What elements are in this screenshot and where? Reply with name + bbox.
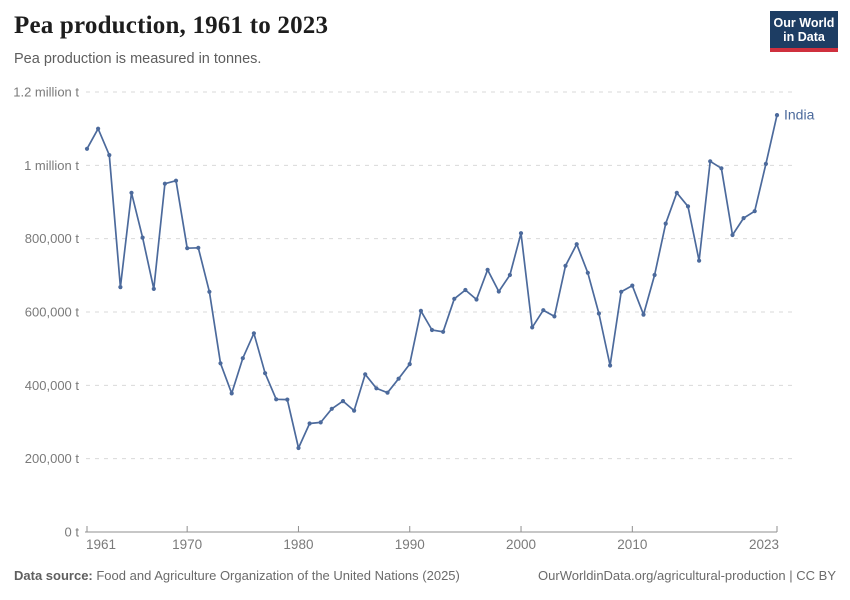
y-axis-label: 600,000 t (25, 305, 80, 320)
data-point[interactable] (251, 331, 256, 336)
data-point[interactable] (596, 311, 602, 316)
data-point[interactable] (84, 146, 90, 151)
data-point[interactable] (207, 289, 212, 294)
y-axis-label: 400,000 t (25, 378, 80, 393)
data-point[interactable] (162, 181, 167, 186)
owid-logo-line2: in Data (783, 30, 825, 44)
data-point[interactable] (96, 126, 101, 131)
data-point[interactable] (340, 399, 346, 404)
data-point[interactable] (452, 296, 457, 301)
data-point[interactable] (496, 289, 501, 294)
data-point[interactable] (619, 289, 624, 294)
data-point[interactable] (285, 397, 290, 402)
data-point[interactable] (630, 283, 635, 288)
data-point[interactable] (418, 308, 423, 313)
data-point[interactable] (407, 362, 412, 367)
data-point[interactable] (563, 263, 568, 268)
data-point[interactable] (585, 270, 590, 275)
data-point[interactable] (307, 421, 312, 426)
data-point[interactable] (118, 285, 123, 290)
data-point[interactable] (774, 113, 780, 118)
data-source: Data source: Food and Agriculture Organi… (14, 568, 460, 583)
chart-subtitle: Pea production is measured in tonnes. (14, 51, 262, 67)
data-point[interactable] (574, 242, 579, 247)
data-point[interactable] (552, 314, 557, 319)
data-point[interactable] (140, 235, 145, 240)
data-point[interactable] (185, 246, 190, 251)
data-point[interactable] (752, 209, 757, 214)
data-point[interactable] (719, 166, 724, 171)
data-point[interactable] (240, 356, 245, 361)
data-point[interactable] (652, 272, 657, 278)
data-point[interactable] (173, 178, 179, 183)
data-point[interactable] (107, 153, 112, 158)
data-point[interactable] (485, 267, 490, 272)
data-point[interactable] (463, 287, 468, 293)
data-point[interactable] (218, 361, 223, 366)
data-point[interactable] (474, 297, 479, 302)
data-point[interactable] (263, 371, 268, 376)
data-point[interactable] (329, 406, 334, 411)
data-point[interactable] (541, 308, 546, 313)
data-point[interactable] (530, 325, 535, 330)
data-point[interactable] (674, 190, 679, 195)
y-axis-label: 1.2 million t (13, 85, 79, 100)
data-point[interactable] (396, 376, 401, 381)
data-point[interactable] (352, 408, 357, 413)
footer-links[interactable]: OurWorldinData.org/agricultural-producti… (538, 568, 836, 583)
data-point[interactable] (318, 420, 323, 425)
data-point[interactable] (685, 204, 691, 209)
data-point[interactable] (641, 312, 646, 317)
footer-separator: | (785, 568, 797, 583)
data-point[interactable] (763, 161, 769, 166)
data-point[interactable] (730, 232, 735, 238)
data-point[interactable] (663, 221, 668, 226)
data-point[interactable] (385, 390, 390, 395)
data-point[interactable] (518, 231, 524, 236)
x-axis-label: 1970 (172, 537, 202, 552)
chart-footer: Data source: Food and Agriculture Organi… (0, 568, 850, 583)
data-point[interactable] (151, 286, 156, 291)
x-axis-label: 2010 (617, 537, 647, 552)
series-label-india[interactable]: India (784, 107, 815, 123)
x-axis-label: 1990 (395, 537, 425, 552)
data-point[interactable] (363, 372, 368, 377)
data-point[interactable] (429, 327, 435, 333)
data-point[interactable] (697, 258, 702, 263)
y-axis-label: 200,000 t (25, 451, 80, 466)
data-source-text: Food and Agriculture Organization of the… (92, 568, 460, 583)
page-title: Pea production, 1961 to 2023 (14, 12, 329, 39)
data-point[interactable] (441, 329, 446, 334)
data-point[interactable] (374, 386, 379, 391)
x-axis-label: 2000 (506, 537, 536, 552)
x-axis-label: 2023 (749, 537, 779, 552)
data-point[interactable] (507, 272, 512, 278)
data-point[interactable] (129, 190, 134, 195)
x-axis-label: 1961 (86, 537, 116, 552)
data-point[interactable] (296, 445, 301, 451)
data-point[interactable] (229, 391, 234, 396)
line-chart[interactable]: 0 t 200,000 t 400,000 t 600,000 t 800,000 t 1… (0, 0, 850, 560)
data-point[interactable] (708, 159, 713, 164)
x-axis-label: 1980 (283, 537, 313, 552)
owid-logo-line1: Our World (773, 16, 835, 30)
owid-link[interactable]: OurWorldinData.org/agricultural-producti… (538, 568, 786, 583)
data-point[interactable] (608, 363, 613, 368)
data-source-label: Data source: (14, 568, 93, 583)
data-point[interactable] (741, 216, 746, 221)
license-link[interactable]: CC BY (796, 568, 836, 583)
data-point[interactable] (274, 397, 279, 402)
y-axis-label: 0 t (65, 525, 80, 540)
y-axis-label: 1 million t (24, 158, 79, 173)
data-point[interactable] (196, 245, 201, 250)
owid-logo[interactable]: Our World in Data (770, 11, 838, 52)
y-axis-label: 800,000 t (25, 231, 80, 246)
